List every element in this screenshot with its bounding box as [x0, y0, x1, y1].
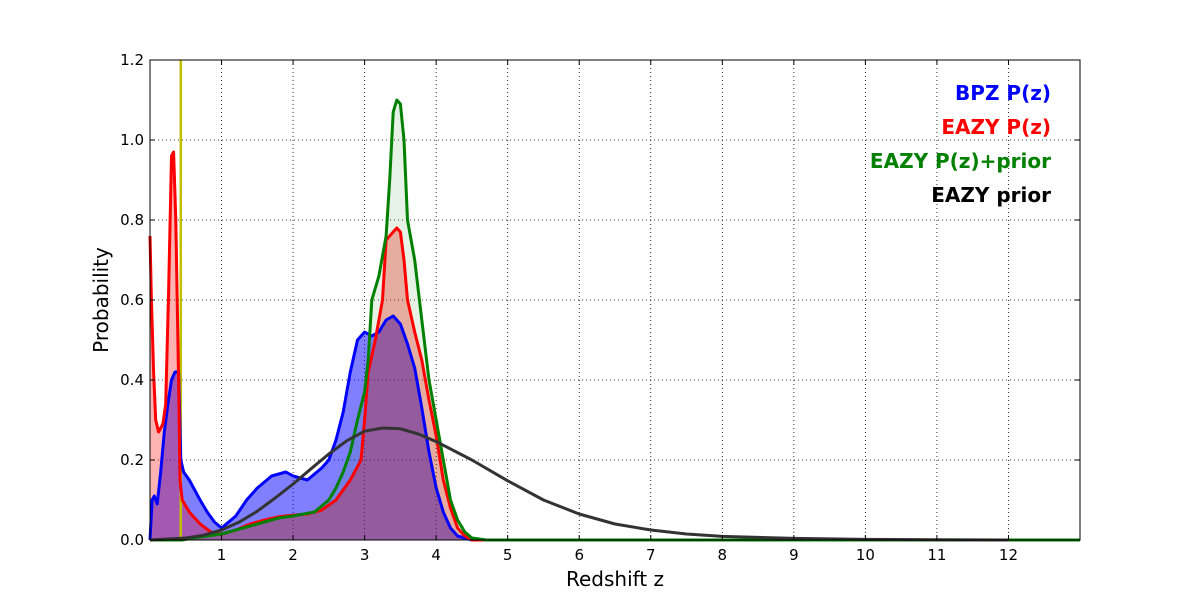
series-lines — [148, 98, 1080, 542]
y-tick-label: 0.2 — [120, 451, 144, 469]
x-tick-label: 11 — [927, 546, 946, 564]
x-axis-title: Redshift z — [566, 567, 664, 591]
x-tick-label: 12 — [999, 546, 1018, 564]
legend-entry-bpz-p-z: BPZ P(z) — [955, 81, 1051, 105]
series-line-eazy-p-z-prior — [150, 98, 1080, 542]
x-tick-label: 9 — [789, 546, 799, 564]
x-tick-label: 3 — [360, 546, 370, 564]
series-line-bpz-p-z — [148, 314, 1080, 542]
series-line-eazy-prior — [149, 426, 1009, 542]
x-tick-label: 10 — [856, 546, 875, 564]
y-tick-label: 0.6 — [120, 291, 144, 309]
legend: BPZ P(z) EAZY P(z) EAZY P(z)+prior EAZY pri… — [870, 81, 1051, 207]
y-tick-label: 1.0 — [120, 131, 144, 149]
y-tick-label: 0.4 — [120, 371, 144, 389]
series-fill-bpz-p-z — [150, 316, 1080, 540]
series-fill-eazy-p-z-prior — [150, 100, 1080, 540]
grid — [150, 60, 1080, 540]
y-tick-label: 0.0 — [120, 531, 144, 549]
series-fill-eazy-p-z — [150, 152, 1080, 540]
x-tick-label: 2 — [288, 546, 298, 564]
x-tick-label: 6 — [574, 546, 584, 564]
x-tick-label: 5 — [503, 546, 513, 564]
legend-entry-eazy-p-z: EAZY P(z) — [941, 115, 1051, 139]
x-tick-label: 8 — [718, 546, 728, 564]
x-tick-label: 4 — [431, 546, 441, 564]
y-tick-label: 1.2 — [120, 51, 144, 69]
legend-entry-eazy-p-z-prior: EAZY P(z)+prior — [870, 149, 1051, 173]
x-tick-label: 7 — [646, 546, 656, 564]
legend-entry-eazy-prior: EAZY prior — [931, 183, 1051, 207]
y-axis-title: Probability — [89, 247, 113, 353]
axis-ticks: 1 2 3 4 5 6 7 8 9 10 11 120.00.20.40.60.81.01.2 — [120, 51, 1080, 564]
series-fills — [150, 100, 1080, 540]
y-tick-label: 0.8 — [120, 211, 144, 229]
x-tick-label: 1 — [217, 546, 227, 564]
